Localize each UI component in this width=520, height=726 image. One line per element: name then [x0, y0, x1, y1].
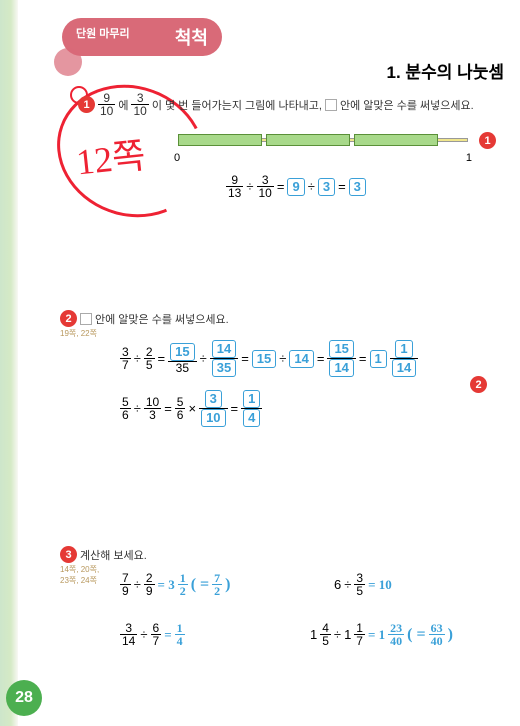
question-3: 3 계산해 보세요. 14쪽, 20쪽, 23쪽, 24쪽 79 ÷ 29 = … [60, 546, 520, 563]
chapter-tab: 단원 마무리 척척 [62, 18, 222, 56]
equals-sign: = [277, 179, 285, 194]
equals-sign: = [338, 179, 346, 194]
q1-frac1: 910 [98, 92, 115, 117]
numline-one: 1 [466, 152, 472, 164]
q1-text-c: 안에 알맞은 수를 써넣으세요. [340, 97, 474, 113]
divide-sign: ÷ [246, 179, 253, 194]
tab-big-text: 척척 [175, 24, 208, 50]
q1-eq-f2: 310 [257, 174, 274, 199]
q1-numberline: 0 1 1 [178, 130, 468, 150]
q3-p4: 1 45 ÷ 1 17 = 1 2340 ( = 6340 ) [310, 622, 453, 647]
q1-frac2: 310 [131, 92, 148, 117]
q1-number-icon: 1 [78, 96, 95, 113]
q2-number-icon: 2 [60, 310, 77, 327]
q3-prompt: 3 계산해 보세요. [60, 546, 520, 563]
q3-number-icon: 3 [60, 546, 77, 563]
q1-ans1: 9 [287, 178, 304, 196]
q2-eq1: 37 ÷ 25 = 1535 ÷ 1435 = 15 ÷ 14 = 1514 =… [120, 340, 418, 377]
q1-equation: 913 ÷ 310 = 9 ÷ 3 = 3 [226, 174, 366, 199]
q1-ans3: 3 [349, 178, 366, 196]
q1-text-a: 에 [118, 97, 128, 113]
page-number-badge: 28 [6, 680, 42, 716]
hand-note: 12쪽 [73, 127, 147, 186]
left-green-strip [0, 0, 18, 726]
q2-ref: 19쪽, 22쪽 [60, 328, 97, 339]
q2-marker-icon: 2 [470, 376, 487, 393]
empty-box-icon [80, 313, 92, 325]
tab-small-text: 단원 마무리 [76, 28, 130, 40]
q3-ref: 14쪽, 20쪽, 23쪽, 24쪽 [60, 564, 99, 586]
q3-text: 계산해 보세요. [80, 547, 147, 563]
q1-ans2: 3 [318, 178, 335, 196]
q1-marker-icon: 1 [479, 132, 496, 149]
q1-prompt: 1 910 에 310 이 몇 번 들어가는지 그림에 나타내고, 안에 알맞은… [78, 92, 518, 117]
q3-p3: 314 ÷ 67 = 14 [120, 622, 185, 647]
q2-eq2: 56 ÷ 103 = 56 × 310 = 14 [120, 390, 262, 427]
q1-text-b: 이 몇 번 들어가는지 그림에 나타내고, [152, 97, 322, 113]
q2-text: 안에 알맞은 수를 써넣으세요. [95, 311, 229, 327]
empty-box-icon [325, 99, 337, 111]
q1-eq-f1: 913 [226, 174, 243, 199]
question-1: 1 910 에 310 이 몇 번 들어가는지 그림에 나타내고, 안에 알맞은… [78, 92, 518, 117]
q3-p1: 79 ÷ 29 = 3 12 ( = 72 ) [120, 572, 230, 597]
unit-title: 1. 분수의 나눗셈 [387, 58, 504, 83]
q2-prompt: 2 안에 알맞은 수를 써넣으세요. [60, 310, 520, 327]
question-2: 2 안에 알맞은 수를 써넣으세요. 19쪽, 22쪽 37 ÷ 25 = 15… [60, 310, 520, 327]
divide-sign: ÷ [308, 179, 315, 194]
numline-zero: 0 [174, 152, 180, 164]
q3-p2: 6 ÷ 35 = 10 [334, 572, 392, 597]
page-content: 단원 마무리 척척 1. 분수의 나눗셈 12쪽 1 910 에 310 이 몇… [18, 0, 520, 726]
